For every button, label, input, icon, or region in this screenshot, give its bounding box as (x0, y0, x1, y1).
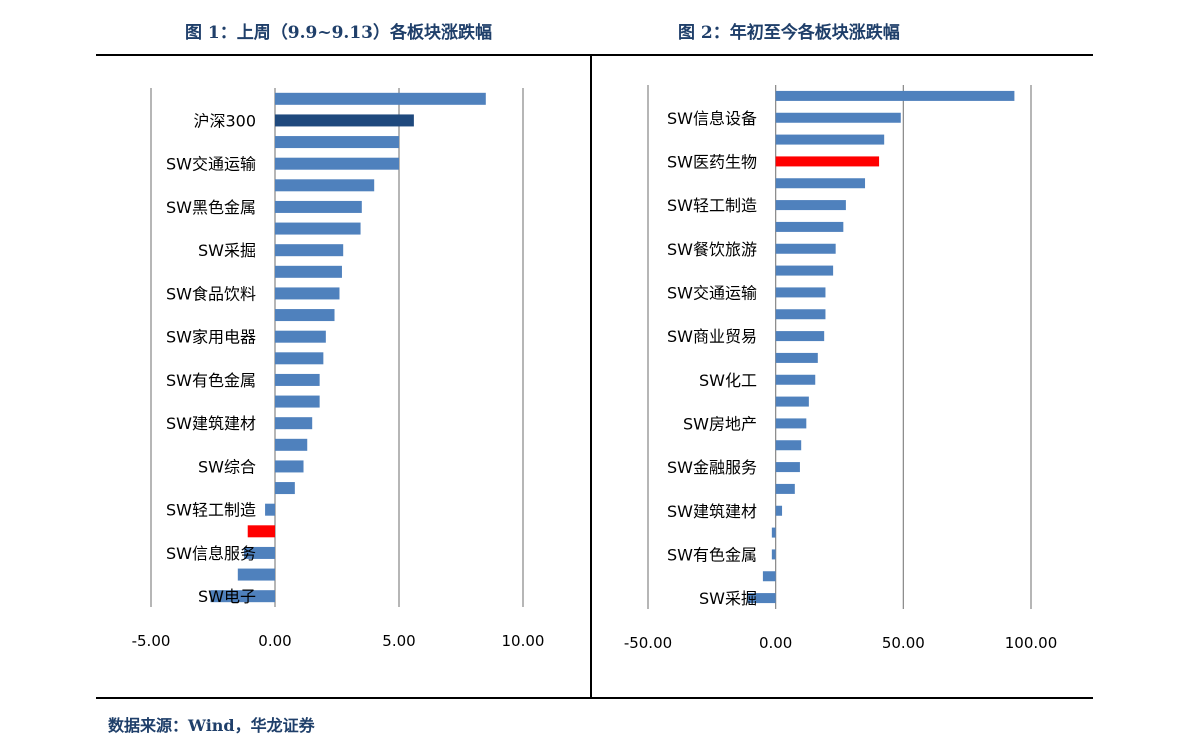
bar (275, 438, 308, 451)
bar (275, 460, 304, 473)
x-tick-label: 100.00 (1005, 634, 1058, 652)
bar (275, 417, 313, 430)
category-label: SW采掘 (198, 241, 256, 260)
bar (775, 200, 846, 211)
bar (275, 222, 361, 235)
category-label: SW信息服务 (166, 544, 256, 563)
chart1-title: 图 1：上周（9.9~9.13）各板块涨跌幅 (185, 23, 492, 43)
category-label: SW医药生物 (667, 152, 757, 171)
category-label: SW建筑建材 (667, 502, 757, 521)
bar (275, 114, 414, 127)
bar (265, 503, 275, 516)
bar (775, 243, 836, 254)
category-label: SW轻工制造 (166, 501, 256, 520)
category-label: SW交通运输 (166, 155, 256, 174)
category-label: SW电子 (198, 587, 256, 606)
bar (244, 546, 275, 559)
chart2-title: 图 2：年初至今各板块涨跌幅 (678, 23, 900, 43)
x-tick-label: 0.00 (258, 632, 291, 650)
x-tick-label: 0.00 (759, 634, 792, 652)
bar (775, 90, 1015, 101)
x-tick-label: 50.00 (882, 634, 925, 652)
top-divider (96, 54, 1093, 56)
category-label: SW食品饮料 (166, 284, 256, 303)
category-label: SW家用电器 (166, 328, 256, 347)
bar (775, 396, 809, 407)
bar (275, 265, 342, 278)
bar (275, 287, 340, 300)
bar (775, 221, 844, 232)
bar (275, 482, 295, 495)
bar (275, 200, 362, 213)
bar (775, 134, 885, 145)
bar (775, 374, 816, 385)
bar (775, 178, 866, 189)
bar (775, 265, 834, 276)
bar (275, 309, 335, 322)
category-label: SW信息设备 (667, 109, 757, 128)
bar (275, 352, 324, 365)
bar (775, 462, 800, 473)
bar (775, 156, 880, 167)
category-label: SW综合 (198, 457, 256, 476)
bar (275, 179, 375, 192)
category-label: SW化工 (699, 371, 757, 390)
x-tick-label: -50.00 (624, 634, 672, 652)
bar (275, 395, 320, 408)
bar (747, 593, 776, 604)
bar (210, 590, 275, 603)
bar (275, 92, 486, 105)
x-tick-label: 5.00 (382, 632, 415, 650)
bar (775, 440, 802, 451)
bar (775, 483, 795, 494)
bar (247, 525, 275, 538)
bar (775, 352, 818, 363)
category-label: SW房地产 (683, 414, 757, 433)
bar (775, 418, 807, 429)
x-tick-label: -5.00 (132, 632, 171, 650)
bar (762, 571, 776, 582)
chart-1: -5.00 0.00 5.00 10.00 沪深300 SW交通运输 SW黑色金属 SW采掘 S… (132, 88, 545, 650)
category-label: SW采掘 (699, 589, 757, 608)
bar (775, 331, 825, 342)
category-label: SW建筑建材 (166, 414, 256, 433)
category-label: SW有色金属 (667, 545, 757, 564)
bar (275, 136, 399, 149)
center-divider (590, 55, 592, 698)
bar (275, 157, 399, 170)
bar (275, 330, 326, 343)
category-label: SW交通运输 (667, 283, 757, 302)
bar (775, 309, 826, 320)
category-label: SW商业贸易 (667, 327, 757, 346)
category-label: SW黑色金属 (166, 198, 256, 217)
bar (771, 549, 776, 560)
category-label: SW餐饮旅游 (667, 240, 757, 259)
x-tick-label: 10.00 (502, 632, 545, 650)
category-label: 沪深300 (193, 111, 256, 130)
bar (775, 287, 826, 298)
category-label: SW轻工制造 (667, 196, 757, 215)
bar (775, 505, 783, 516)
category-label: SW有色金属 (166, 371, 256, 390)
bar (775, 112, 901, 123)
source-note: 数据来源：Wind，华龙证券 (108, 716, 315, 735)
bar (237, 568, 275, 581)
bottom-divider (96, 697, 1093, 699)
bar (275, 373, 320, 386)
bar (771, 527, 776, 538)
bar (275, 244, 344, 257)
chart-2: -50.00 0.00 50.00 100.00 SW信息设备 SW医药生物 SW轻工制造 S… (624, 85, 1057, 652)
category-label: SW金融服务 (667, 458, 757, 477)
